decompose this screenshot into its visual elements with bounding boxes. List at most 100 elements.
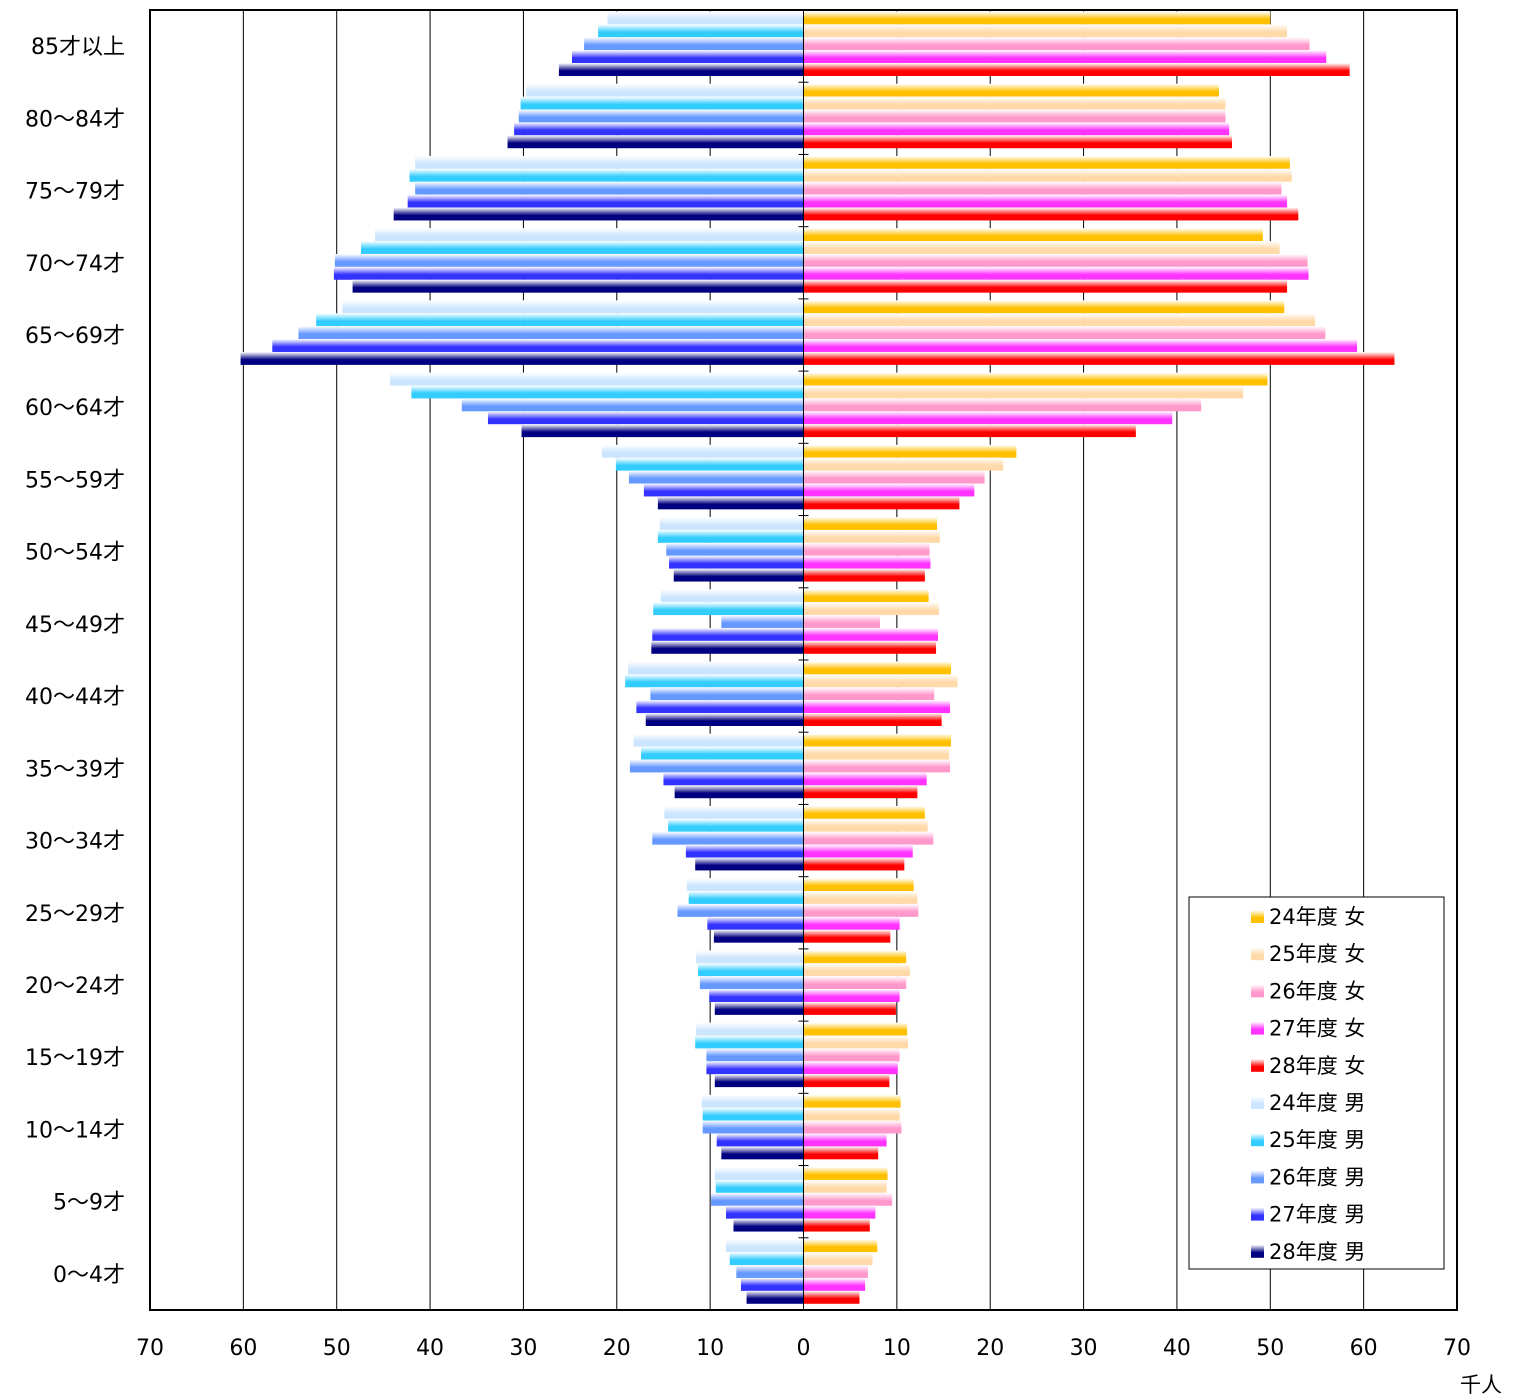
bar-male bbox=[714, 1001, 804, 1015]
bar-female bbox=[803, 11, 1271, 25]
category-label: 40～44才 bbox=[25, 685, 125, 710]
bar-female bbox=[803, 831, 934, 845]
bar-female bbox=[803, 517, 938, 530]
bar-male bbox=[652, 627, 804, 641]
bar-female bbox=[803, 483, 975, 497]
legend-label: 25年度 女 bbox=[1269, 942, 1365, 966]
bar-female bbox=[803, 1265, 868, 1278]
bar-female bbox=[803, 1218, 870, 1232]
bar-male bbox=[702, 1120, 804, 1134]
bar-female bbox=[803, 228, 1263, 242]
bar-male bbox=[688, 891, 804, 904]
bar-male bbox=[415, 181, 804, 195]
bar-female bbox=[803, 976, 907, 990]
bar-female bbox=[803, 1167, 888, 1180]
bar-female bbox=[803, 1179, 887, 1193]
bar-male bbox=[729, 1252, 804, 1266]
bar-female bbox=[803, 398, 1202, 412]
category-label: 15～19才 bbox=[25, 1046, 125, 1071]
bar-female bbox=[803, 313, 1316, 327]
bar-male bbox=[746, 1290, 804, 1304]
category-labels: 85才以上 80～84才 75～79才 70～74才 65～69才 60～64才 55～59… bbox=[25, 35, 125, 1288]
bar-female bbox=[803, 929, 891, 943]
bar-male bbox=[650, 687, 804, 701]
bar-male bbox=[407, 194, 804, 208]
bar-male bbox=[696, 1022, 804, 1036]
bar-male bbox=[721, 1146, 804, 1160]
bar-male bbox=[733, 1218, 804, 1232]
bar-male bbox=[660, 589, 804, 603]
bar-female bbox=[803, 326, 1326, 340]
legend-box bbox=[1188, 896, 1445, 1270]
bar-female bbox=[803, 844, 913, 858]
bar-male bbox=[668, 818, 804, 832]
bar-female bbox=[803, 96, 1226, 110]
bar-female bbox=[803, 457, 1004, 471]
bar-male bbox=[520, 96, 804, 110]
bar-male bbox=[645, 713, 804, 726]
x-tick-label: 40 bbox=[416, 1336, 444, 1361]
bar-male bbox=[415, 155, 804, 169]
bar-female bbox=[803, 411, 1173, 425]
bar-male bbox=[711, 1192, 804, 1206]
bar-male bbox=[726, 1239, 804, 1253]
bar-male bbox=[695, 1035, 804, 1049]
bar-female bbox=[803, 279, 1288, 293]
legend-swatch bbox=[1251, 984, 1264, 998]
bar-male bbox=[651, 640, 804, 654]
bar-female bbox=[803, 300, 1285, 314]
bar-female bbox=[803, 602, 939, 616]
legend-label: 25年度 男 bbox=[1269, 1128, 1365, 1152]
bar-male bbox=[298, 326, 804, 340]
bar-female bbox=[803, 351, 1395, 365]
x-tick-label: 0 bbox=[797, 1336, 811, 1361]
bar-female bbox=[803, 207, 1299, 221]
bar-male bbox=[714, 1167, 804, 1180]
bar-male bbox=[360, 241, 804, 254]
x-tick-label: 60 bbox=[229, 1336, 257, 1361]
bar-male bbox=[571, 50, 804, 64]
bar-male bbox=[666, 542, 804, 556]
bar-female bbox=[803, 122, 1230, 136]
bar-male bbox=[601, 444, 804, 458]
x-tick-label: 20 bbox=[976, 1336, 1004, 1361]
category-label: 20～24才 bbox=[25, 974, 125, 999]
bar-female bbox=[803, 1192, 893, 1206]
legend-swatch bbox=[1251, 1096, 1264, 1109]
bar-male bbox=[695, 857, 804, 871]
legend-swatch bbox=[1251, 1058, 1264, 1072]
bar-male bbox=[333, 266, 804, 280]
bar-male bbox=[726, 1205, 804, 1219]
bar-female bbox=[803, 155, 1290, 169]
bar-male bbox=[334, 253, 804, 267]
bar-female bbox=[803, 759, 951, 773]
bar-female bbox=[803, 266, 1309, 280]
legend-label: 27年度 男 bbox=[1269, 1203, 1365, 1227]
category-label: 5～9才 bbox=[53, 1191, 125, 1216]
bar-female bbox=[803, 168, 1292, 182]
category-label: 30～34才 bbox=[25, 830, 125, 855]
bar-female bbox=[803, 661, 952, 675]
bar-female bbox=[803, 529, 940, 543]
bar-male bbox=[686, 878, 804, 892]
gridlines bbox=[242, 10, 1365, 1310]
category-label: 35～39才 bbox=[25, 757, 125, 782]
bar-female bbox=[803, 109, 1226, 123]
bar-male bbox=[487, 411, 804, 425]
legend-swatch bbox=[1251, 910, 1264, 923]
bar-male bbox=[669, 555, 804, 569]
legend-swatch bbox=[1251, 1244, 1264, 1258]
legend: 24年度 女 25年度 女 26年度 女 27年度 女 28年度 女 24年度 男 25年度… bbox=[1188, 896, 1445, 1270]
category-ticks bbox=[798, 81, 809, 1239]
x-tick-label: 60 bbox=[1350, 1336, 1378, 1361]
bar-male bbox=[715, 1179, 804, 1193]
category-label: 25～29才 bbox=[25, 902, 125, 927]
bar-female bbox=[803, 1277, 866, 1291]
bar-female bbox=[803, 1290, 860, 1304]
bar-female bbox=[803, 24, 1288, 38]
x-tick-label: 70 bbox=[1443, 1336, 1471, 1361]
bar-male bbox=[461, 398, 804, 412]
bar-female bbox=[803, 963, 910, 977]
bar-female bbox=[803, 903, 919, 917]
